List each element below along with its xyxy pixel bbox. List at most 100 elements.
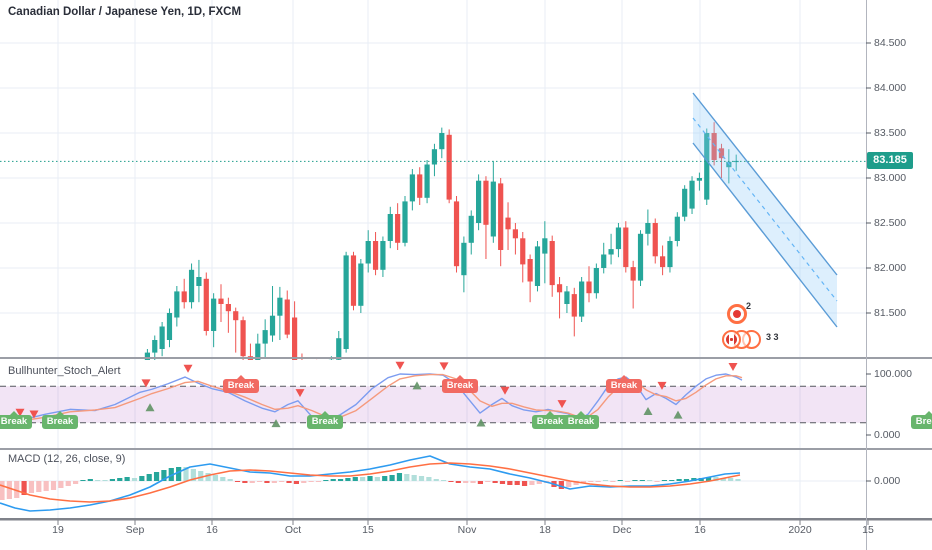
macd-histogram-bar: [257, 481, 263, 482]
macd-histogram-bar: [485, 481, 491, 482]
macd-histogram-bar: [683, 479, 690, 481]
last-price-tag: 83.185: [867, 152, 913, 169]
stoch-indicator-title[interactable]: Bullhunter_Stoch_Alert: [8, 365, 121, 377]
macd-pane[interactable]: [0, 455, 741, 512]
sell-marker-icon: [29, 410, 39, 419]
time-axis-label[interactable]: Oct: [284, 524, 302, 536]
price-axis-label[interactable]: 82.000: [874, 261, 907, 274]
price-axis-label[interactable]: 81.500: [874, 306, 907, 319]
candle-body: [402, 201, 408, 243]
stoch-axis-label[interactable]: 0.000: [874, 428, 901, 441]
macd-histogram-bar: [676, 479, 682, 481]
candle-body: [542, 238, 548, 254]
price-axis-label[interactable]: 84.000: [874, 81, 907, 94]
macd-histogram-bar: [639, 480, 645, 481]
time-axis-label[interactable]: 16: [206, 524, 218, 536]
macd-histogram-bar: [50, 481, 57, 490]
macd-histogram-bar: [477, 481, 483, 484]
grid-lines: [0, 0, 866, 519]
pane-separator[interactable]: [0, 448, 932, 450]
candle-body: [380, 241, 386, 270]
macd-indicator-title[interactable]: MACD (12, 26, close, 9): [8, 453, 126, 465]
candle-body: [689, 180, 695, 209]
candle-body: [350, 255, 357, 306]
macd-histogram-bar: [720, 478, 726, 481]
macd-histogram-bar: [382, 476, 388, 481]
candle-body: [233, 311, 239, 321]
sell-marker-icon: [657, 381, 667, 390]
macd-histogram-bar: [367, 476, 373, 481]
sell-marker-icon: [183, 364, 193, 373]
macd-histogram-bar: [58, 481, 64, 488]
candle-body: [601, 254, 607, 268]
time-axis-separator: [0, 518, 932, 521]
macd-histogram-bar: [735, 479, 741, 481]
parallel-channel-drawing[interactable]: [692, 92, 838, 328]
macd-histogram-bar: [573, 481, 579, 485]
macd-histogram-bar: [242, 481, 248, 483]
candle-body: [277, 297, 283, 316]
macd-histogram-bar: [323, 480, 329, 481]
candle-body: [579, 281, 585, 317]
time-axis-label[interactable]: 15: [862, 524, 874, 536]
candle-body: [152, 340, 158, 353]
sell-marker-icon: [439, 362, 449, 371]
time-axis-label[interactable]: Dec: [612, 524, 632, 536]
price-axis-label[interactable]: 83.500: [874, 126, 907, 139]
time-axis-label[interactable]: 15: [362, 524, 374, 536]
candle-body: [564, 291, 570, 304]
candle-body: [218, 298, 224, 304]
candle-body: [269, 315, 276, 336]
candle-body: [321, 369, 326, 382]
circle-dot-emoji-sticker[interactable]: [727, 304, 747, 324]
candle-body: [336, 338, 342, 360]
red-dot-icon: [733, 310, 741, 318]
price-axis-label[interactable]: 83.000: [874, 171, 907, 184]
time-axis-label[interactable]: Nov: [457, 524, 477, 536]
price-axis-label[interactable]: 84.500: [874, 36, 907, 49]
macd-histogram-bar: [205, 473, 211, 481]
break-label-green: Break: [0, 411, 32, 429]
price-axis-label[interactable]: 82.500: [874, 216, 907, 229]
macd-histogram-bar: [227, 479, 233, 481]
candle-body: [439, 133, 445, 150]
macd-histogram-bar: [389, 475, 395, 481]
candle-body: [498, 183, 504, 250]
time-axis-label[interactable]: 2020: [788, 524, 812, 536]
time-axis-label[interactable]: 19: [52, 524, 64, 536]
candle-body: [593, 268, 599, 294]
macd-histogram-bar: [448, 481, 454, 482]
macd-histogram-bar: [632, 480, 638, 481]
macd-histogram-bar: [433, 479, 439, 481]
macd-histogram-bar: [521, 481, 528, 486]
candle-body: [365, 241, 371, 264]
flag-circle-emoji-sticker[interactable]: [722, 330, 741, 349]
macd-histogram-bar: [396, 473, 403, 481]
macd-histogram-bar: [315, 481, 322, 482]
macd-histogram-bar: [558, 481, 564, 489]
price-pane[interactable]: [144, 122, 739, 394]
time-axis-label[interactable]: Sep: [125, 524, 145, 536]
candle-body: [468, 215, 474, 243]
candle-body: [225, 304, 231, 312]
candle-body: [424, 164, 430, 198]
pane-separator[interactable]: [0, 357, 932, 359]
candle-body: [328, 359, 334, 360]
macd-histogram-bar: [183, 467, 189, 481]
macd-histogram-bar: [411, 475, 417, 481]
macd-histogram-bar: [139, 476, 145, 481]
time-axis-label[interactable]: 18: [539, 524, 551, 536]
symbol-title[interactable]: Canadian Dollar / Japanese Yen, 1D, FXCM: [8, 6, 242, 18]
macd-axis-label[interactable]: 0.000: [874, 474, 901, 487]
candle-body: [630, 267, 636, 281]
sell-marker-icon: [141, 379, 151, 388]
stoch-axis-label[interactable]: 100.000: [874, 367, 912, 380]
time-axis-label[interactable]: 16: [694, 524, 706, 536]
candle-body: [387, 214, 393, 241]
macd-histogram-bar: [80, 480, 86, 481]
candle-body: [586, 281, 592, 294]
stoch-pane[interactable]: [0, 361, 866, 428]
break-label-red: Break: [442, 375, 478, 393]
macd-histogram-bar: [28, 481, 35, 493]
